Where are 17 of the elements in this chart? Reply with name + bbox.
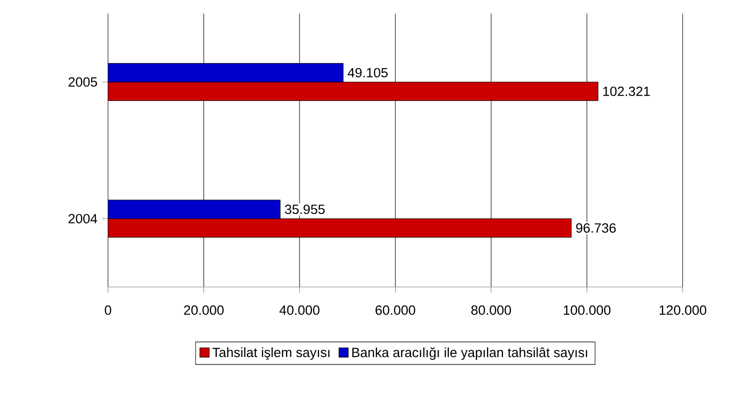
legend-label: Banka aracılığı ile yapılan tahsilât sayısı	[352, 347, 588, 360]
y-tick-label: 2004	[68, 214, 98, 224]
x-tick-label: 100.000	[564, 305, 610, 315]
x-tick-label: 120.000	[660, 305, 706, 315]
bar	[108, 218, 572, 238]
legend-label: Tahsilat işlem sayısı	[212, 347, 330, 360]
data-label: 49.105	[348, 68, 388, 78]
bar	[108, 82, 598, 101]
data-label: 96.736	[576, 223, 616, 233]
data-label: 102.321	[603, 86, 650, 96]
x-tick-label: 80.000	[471, 305, 511, 315]
y-tick-label: 2005	[68, 77, 98, 87]
x-tick-label: 60.000	[376, 305, 416, 315]
x-tick-label: 40.000	[279, 305, 320, 315]
x-tick-label: 0	[104, 305, 112, 315]
x-tick-label: 20.000	[184, 305, 224, 315]
data-label: 35.955	[284, 204, 325, 214]
